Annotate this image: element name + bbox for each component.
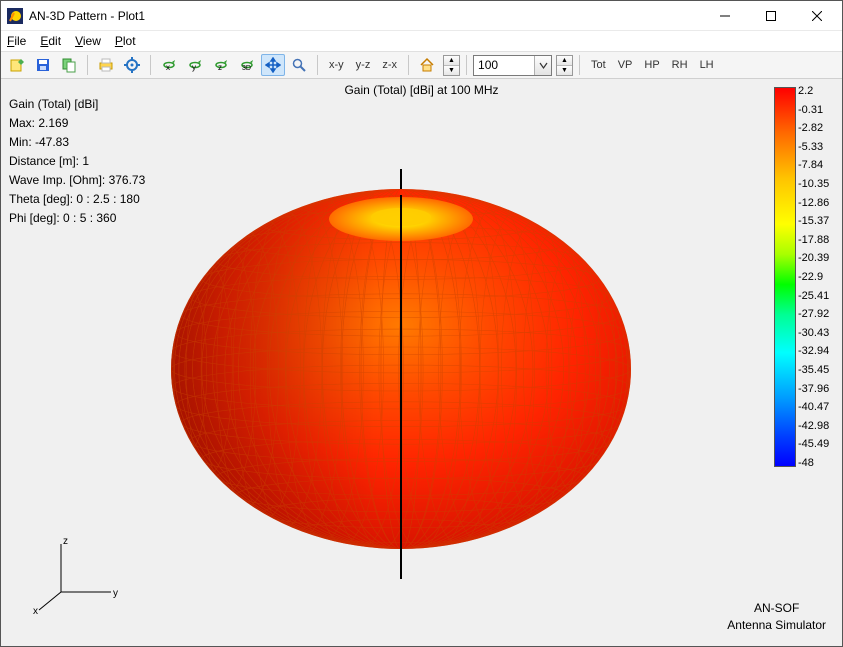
colorbar-tick-label: -45.49: [798, 438, 834, 450]
info-min: Min: -47.83: [9, 133, 145, 152]
colorbar: [774, 87, 796, 467]
toolbar-divider: [87, 55, 88, 75]
polarization-lh-button[interactable]: LH: [695, 54, 719, 76]
rotate-z-button[interactable]: z: [209, 54, 233, 76]
frequency-combo[interactable]: [473, 55, 552, 76]
rotate-x-button[interactable]: x: [157, 54, 181, 76]
colorbar-tick-label: 2.2: [798, 85, 834, 97]
spinner-up-icon[interactable]: ▲: [444, 56, 459, 66]
toolbar-divider: [408, 55, 409, 75]
rotate-3d-button[interactable]: 3D: [235, 54, 259, 76]
menu-plot[interactable]: Plot: [115, 34, 136, 48]
info-distance: Distance [m]: 1: [9, 152, 145, 171]
svg-text:z: z: [218, 63, 222, 72]
zoom-spinner[interactable]: ▲ ▼: [443, 55, 460, 76]
menu-view[interactable]: View: [75, 34, 101, 48]
toolbar: x y z 3D x-y y-z z-x ▲ ▼ ▲ ▼ Tot VP HP R…: [1, 51, 842, 79]
colorbar-tick-label: -2.82: [798, 122, 834, 134]
colorbar-tick-label: -12.86: [798, 197, 834, 209]
polarization-vp-button[interactable]: VP: [613, 54, 638, 76]
axes-gizmo: z y x: [33, 536, 123, 616]
print-button[interactable]: [94, 54, 118, 76]
colorbar-tick-label: -5.33: [798, 141, 834, 153]
info-header: Gain (Total) [dBi]: [9, 95, 145, 114]
axis-label-z: z: [63, 536, 68, 547]
colorbar-tick-label: -20.39: [798, 252, 834, 264]
frequency-input[interactable]: [474, 56, 534, 75]
colorbar-tick-label: -37.96: [798, 383, 834, 395]
info-max: Max: 2.169: [9, 114, 145, 133]
polarization-rh-button[interactable]: RH: [667, 54, 693, 76]
view-xy-button[interactable]: x-y: [324, 54, 349, 76]
spinner-down-icon[interactable]: ▼: [444, 66, 459, 75]
colorbar-tick-label: -25.41: [798, 290, 834, 302]
plot-canvas[interactable]: Gain (Total) [dBi] at 100 MHz Gain (Tota…: [1, 79, 842, 646]
menubar: File Edit View Plot: [1, 31, 842, 51]
chevron-down-icon[interactable]: [534, 56, 551, 75]
colorbar-tick-label: -40.47: [798, 401, 834, 413]
colorbar-labels: 2.2 -0.31 -2.82 -5.33 -7.84 -10.35 -12.86 -15.3…: [798, 85, 834, 469]
toolbar-divider: [150, 55, 151, 75]
spinner-up-icon[interactable]: ▲: [557, 56, 572, 66]
branding-line2: Antenna Simulator: [727, 617, 826, 634]
info-block: Gain (Total) [dBi] Max: 2.169 Min: -47.8…: [9, 95, 145, 228]
colorbar-tick-label: -17.88: [798, 234, 834, 246]
branding-line1: AN-SOF: [727, 600, 826, 617]
colorbar-tick-label: -27.92: [798, 308, 834, 320]
titlebar: AN-3D Pattern - Plot1: [1, 1, 842, 31]
zoom-button[interactable]: [287, 54, 311, 76]
svg-text:y: y: [192, 63, 196, 72]
pan-button[interactable]: [261, 54, 285, 76]
window-title: AN-3D Pattern - Plot1: [29, 9, 702, 23]
svg-text:x: x: [166, 63, 170, 72]
view-zx-button[interactable]: z-x: [377, 54, 402, 76]
menu-file[interactable]: File: [7, 34, 26, 48]
app-icon: [7, 8, 23, 24]
colorbar-tick-label: -15.37: [798, 215, 834, 227]
axis-label-y: y: [113, 588, 118, 599]
save-button[interactable]: [31, 54, 55, 76]
menu-edit[interactable]: Edit: [40, 34, 61, 48]
polarization-tot-button[interactable]: Tot: [586, 54, 611, 76]
colorbar-tick-label: -48: [798, 457, 834, 469]
rotate-y-button[interactable]: y: [183, 54, 207, 76]
home-button[interactable]: [415, 54, 439, 76]
colorbar-tick-label: -10.35: [798, 178, 834, 190]
close-button[interactable]: [794, 1, 840, 31]
svg-text:3D: 3D: [242, 65, 251, 72]
polarization-hp-button[interactable]: HP: [639, 54, 664, 76]
info-phi: Phi [deg]: 0 : 5 : 360: [9, 209, 145, 228]
colorbar-tick-label: -35.45: [798, 364, 834, 376]
copy-button[interactable]: [57, 54, 81, 76]
toolbar-divider: [579, 55, 580, 75]
colorbar-tick-label: -0.31: [798, 104, 834, 116]
spinner-down-icon[interactable]: ▼: [557, 66, 572, 75]
colorbar-tick-label: -32.94: [798, 345, 834, 357]
frequency-spinner[interactable]: ▲ ▼: [556, 55, 573, 76]
new-plot-button[interactable]: [5, 54, 29, 76]
maximize-button[interactable]: [748, 1, 794, 31]
colorbar-tick-label: -42.98: [798, 420, 834, 432]
radiation-pattern: [141, 109, 661, 609]
colorbar-tick-label: -7.84: [798, 159, 834, 171]
minimize-button[interactable]: [702, 1, 748, 31]
colorbar-tick-label: -22.9: [798, 271, 834, 283]
toolbar-divider: [317, 55, 318, 75]
info-waveimp: Wave Imp. [Ohm]: 376.73: [9, 171, 145, 190]
branding: AN-SOF Antenna Simulator: [727, 600, 826, 634]
colorbar-tick-label: -30.43: [798, 327, 834, 339]
settings-button[interactable]: [120, 54, 144, 76]
info-theta: Theta [deg]: 0 : 2.5 : 180: [9, 190, 145, 209]
axis-label-x: x: [33, 606, 38, 616]
view-yz-button[interactable]: y-z: [351, 54, 376, 76]
toolbar-divider: [466, 55, 467, 75]
